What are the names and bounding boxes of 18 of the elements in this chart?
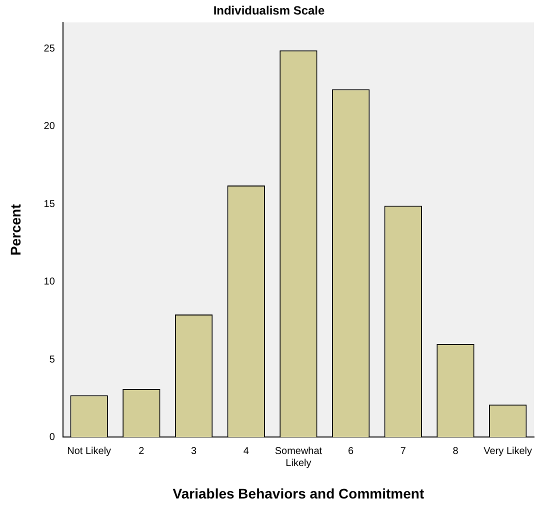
y-tick-label: 0: [49, 432, 56, 443]
x-axis-title: Variables Behaviors and Commitment: [172, 485, 424, 502]
x-tick-label: 4: [243, 446, 250, 457]
x-tick-label: 2: [138, 446, 145, 457]
x-tick-label: Very Likely: [484, 446, 532, 457]
x-tick-label: Somewhat Likely: [274, 446, 322, 469]
x-tick-label: Not Likely: [67, 446, 112, 457]
y-tick-label: 15: [44, 198, 56, 210]
y-tick-label: 25: [44, 44, 56, 55]
y-tick-label: 10: [44, 276, 56, 288]
y-axis-title: Percent: [7, 204, 24, 256]
y-tick-label: 5: [49, 354, 56, 366]
chart-title: Individualism Scale: [213, 4, 326, 18]
y-tick-label: 20: [44, 121, 56, 132]
x-tick-label: 7: [400, 446, 406, 457]
x-tick-label: 3: [190, 446, 197, 457]
x-tick-label: 8: [452, 446, 459, 457]
x-tick-label: 6: [348, 446, 354, 457]
